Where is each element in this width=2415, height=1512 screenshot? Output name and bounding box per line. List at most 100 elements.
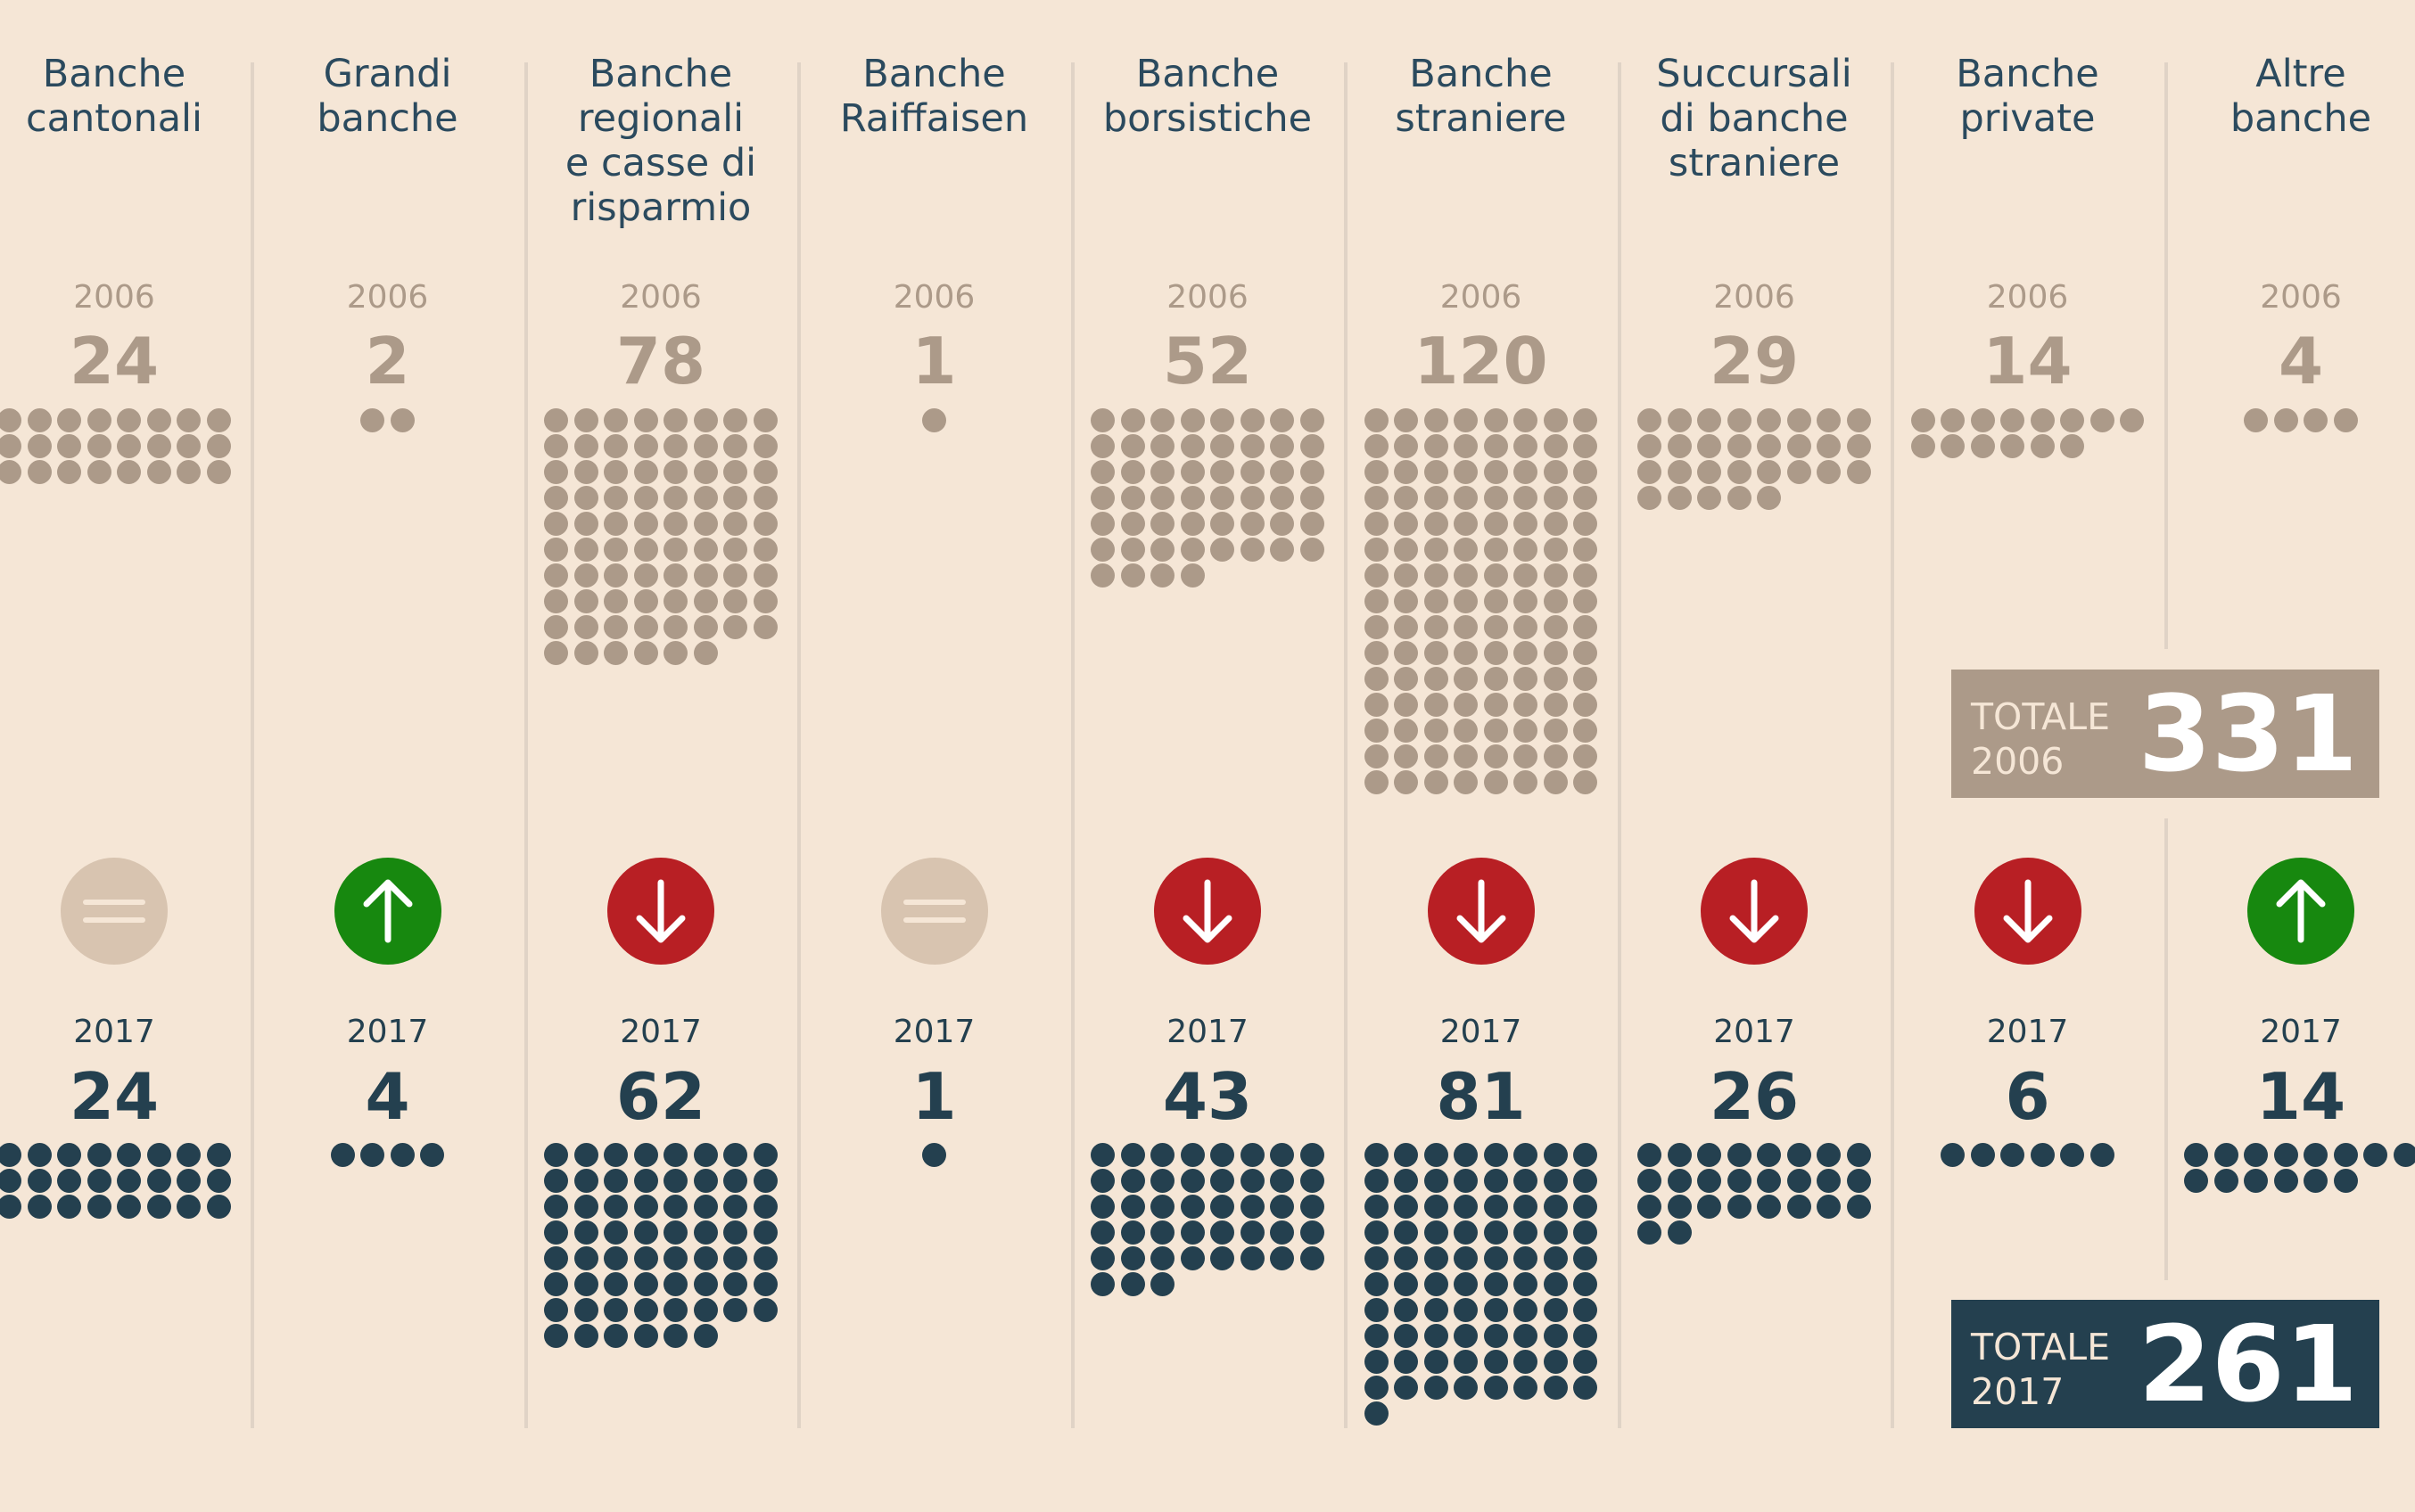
dot-2017 xyxy=(1120,1246,1145,1270)
dot-2006 xyxy=(1513,770,1538,794)
dot-2017 xyxy=(1454,1272,1479,1296)
dot-2006 xyxy=(117,460,142,484)
count-2006-value: 29 xyxy=(1709,324,1800,399)
year-2006-label: 2006 xyxy=(73,279,155,316)
dot-2017 xyxy=(177,1195,202,1219)
dot-2006 xyxy=(544,512,569,536)
dot-2017 xyxy=(0,1169,22,1193)
dot-2017 xyxy=(1757,1195,1782,1219)
dot-2006 xyxy=(1573,460,1598,484)
dot-2006 xyxy=(1091,512,1116,536)
total-2006-label-line: 2006 xyxy=(1971,740,2065,783)
dot-2017 xyxy=(1454,1376,1479,1400)
column-divider xyxy=(2164,818,2168,1280)
dot-2017 xyxy=(1786,1195,1811,1219)
dot-2017 xyxy=(1513,1195,1538,1219)
column-divider xyxy=(1071,62,1075,1428)
dot-2006 xyxy=(1483,563,1508,588)
dot-2006 xyxy=(1817,434,1842,458)
dot-2017 xyxy=(1210,1195,1235,1219)
dot-2017 xyxy=(1394,1195,1419,1219)
dot-2017 xyxy=(0,1143,22,1167)
dot-2006 xyxy=(604,615,629,639)
dot-2006 xyxy=(573,434,598,458)
dot-2017 xyxy=(573,1169,598,1193)
dot-2017 xyxy=(146,1143,171,1167)
count-2017-value: 26 xyxy=(1709,1059,1800,1134)
dot-2006 xyxy=(1240,486,1265,510)
dot-2006 xyxy=(664,512,688,536)
dot-2006 xyxy=(1543,589,1568,613)
dot-2017 xyxy=(573,1298,598,1322)
dot-2006 xyxy=(1941,408,1966,432)
dot-2006 xyxy=(1573,615,1598,639)
dot-2017 xyxy=(633,1324,658,1348)
dot-2006 xyxy=(57,460,82,484)
dot-2006 xyxy=(1394,719,1419,743)
dot-2006 xyxy=(1180,486,1205,510)
dot-2006 xyxy=(1423,538,1448,562)
dot-2017 xyxy=(1667,1143,1692,1167)
dot-2006 xyxy=(1150,538,1175,562)
category-label: Banche Raiffaisen xyxy=(801,52,1068,141)
dot-2006 xyxy=(1240,460,1265,484)
dot-2017 xyxy=(633,1143,658,1167)
dot-2017 xyxy=(2244,1169,2269,1193)
dot-2006 xyxy=(1240,512,1265,536)
dot-2006 xyxy=(1364,434,1389,458)
dot-2006 xyxy=(753,434,778,458)
dot-2017 xyxy=(1817,1143,1842,1167)
arrow-up-icon xyxy=(334,858,441,965)
count-2006-value: 14 xyxy=(1982,324,2073,399)
dot-2017 xyxy=(573,1272,598,1296)
dot-2017 xyxy=(1423,1298,1448,1322)
dot-2006 xyxy=(544,408,569,432)
total-2017-value: 261 xyxy=(2138,1302,2358,1426)
dot-2006 xyxy=(633,589,658,613)
column-divider xyxy=(797,62,801,1428)
dot-2006 xyxy=(1394,589,1419,613)
dot-2017 xyxy=(1970,1143,1995,1167)
dot-2017 xyxy=(87,1143,111,1167)
dot-2006 xyxy=(1270,460,1295,484)
dot-2017 xyxy=(693,1246,718,1270)
dot-2017 xyxy=(1573,1169,1598,1193)
dot-2006 xyxy=(1364,667,1389,691)
dot-2006 xyxy=(544,589,569,613)
dot-2017 xyxy=(1483,1350,1508,1374)
dot-2006 xyxy=(1543,719,1568,743)
dot-2017 xyxy=(1091,1195,1116,1219)
category-label: Banche regionali e casse di risparmio xyxy=(527,52,795,230)
dot-2006 xyxy=(1910,434,1935,458)
dot-2006 xyxy=(57,408,82,432)
category-column: Banche borsistiche 2006 52 2017 43 xyxy=(1074,0,1341,1512)
dot-2006 xyxy=(1091,538,1116,562)
dot-2017 xyxy=(1513,1324,1538,1348)
dot-2006 xyxy=(1513,641,1538,665)
dot-2006 xyxy=(1667,486,1692,510)
dot-2006 xyxy=(2030,408,2055,432)
dot-2017 xyxy=(633,1246,658,1270)
dot-2017 xyxy=(177,1169,202,1193)
dot-2017 xyxy=(1513,1298,1538,1322)
category-column: Succursali di banche straniere 2006 29 2017 26 xyxy=(1620,0,1888,1512)
dot-2017 xyxy=(1846,1195,1871,1219)
dot-2017 xyxy=(633,1272,658,1296)
dot-2017 xyxy=(1364,1272,1389,1296)
dot-2006 xyxy=(1483,615,1508,639)
dot-2017 xyxy=(1364,1350,1389,1374)
dot-2017 xyxy=(1513,1220,1538,1245)
dot-2017 xyxy=(693,1324,718,1348)
dot-2006 xyxy=(1727,486,1751,510)
dot-2017 xyxy=(1513,1272,1538,1296)
dot-2017 xyxy=(1543,1298,1568,1322)
dot-2017 xyxy=(1637,1169,1662,1193)
dot-2006 xyxy=(2060,408,2085,432)
dot-2017 xyxy=(1573,1195,1598,1219)
dot-2006 xyxy=(664,408,688,432)
dot-2006 xyxy=(1697,486,1722,510)
total-2017-box: TOTALE 2017 261 xyxy=(1951,1300,2379,1428)
category-label: Grandi banche xyxy=(254,52,522,141)
dot-2017 xyxy=(1573,1143,1598,1167)
